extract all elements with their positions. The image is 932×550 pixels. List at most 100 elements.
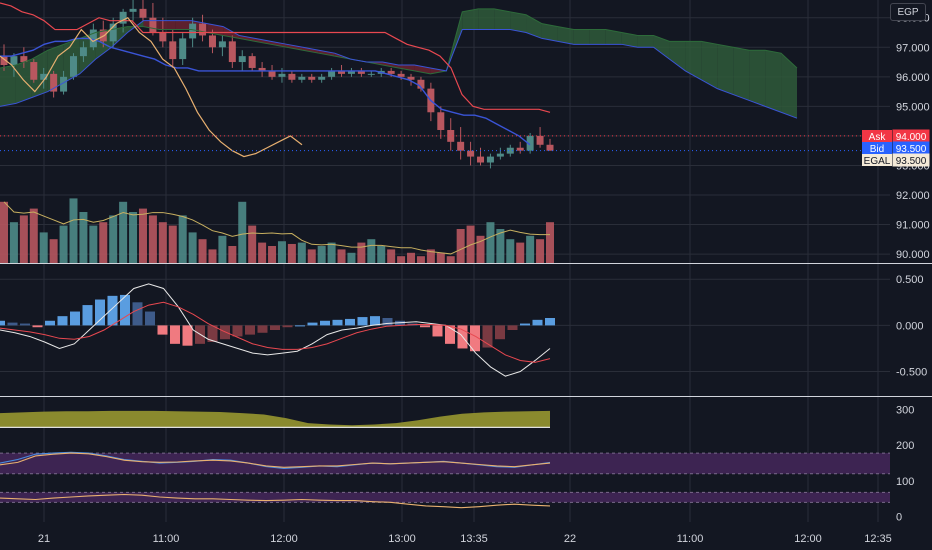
volume-bar-44: [436, 252, 445, 263]
volume-bar-18: [178, 215, 187, 263]
candle-body-4: [40, 73, 48, 80]
candle-body-1: [10, 56, 18, 65]
oscillator-tick-label-3: 0: [896, 512, 902, 524]
candle-20: [199, 14, 207, 42]
macd-histogram-bar-36: [445, 325, 455, 344]
volume-bar-52: [516, 242, 525, 263]
macd-histogram-bar-19: [232, 325, 243, 337]
macd-histogram-bar-10: [120, 294, 130, 326]
macd-histogram-bar-0: [0, 320, 5, 326]
macd-histogram-bar-3: [32, 325, 43, 328]
candle-body-0: [0, 56, 8, 65]
volume-bar-10: [99, 222, 108, 263]
cloud-segment-44: [701, 41, 718, 89]
candle-body-5: [50, 73, 58, 92]
volume-bar-23: [228, 246, 237, 263]
cloud-segment-27: [430, 67, 447, 74]
macd-signal-line: [0, 301, 551, 363]
cloud-segment-45: [717, 44, 734, 95]
candle-14: [139, 0, 147, 21]
macd-histogram-bar-22: [270, 325, 280, 330]
candle-body-34: [338, 70, 346, 74]
macd-histogram-bar-25: [307, 322, 318, 326]
macd-histogram-bar-23: [282, 325, 293, 328]
macd-histogram-bar-44: [545, 318, 555, 326]
candle-body-9: [89, 29, 97, 48]
volume-bar-51: [506, 239, 515, 263]
candle-body-24: [238, 56, 246, 63]
time-axis[interactable]: 21 11:00 12:00 13:00 13:35 22 11:00 12:00 12:35: [38, 533, 892, 545]
volume-bar-49: [486, 222, 495, 263]
candle-body-8: [79, 47, 87, 57]
candle-body-3: [30, 62, 38, 80]
volume-bar-43: [426, 249, 435, 263]
candle-52: [516, 141, 524, 154]
candle-body-39: [387, 70, 395, 74]
volume-bar-1: [9, 222, 18, 263]
macd-histogram-bar-30: [370, 316, 380, 326]
candle-23: [228, 35, 236, 68]
price-tag-label-bg-1: [862, 142, 892, 154]
cloud-segment-49: [781, 53, 797, 119]
candle-body-33: [328, 70, 336, 77]
macd-histogram-bar-41: [507, 325, 518, 330]
candle-13: [129, 0, 137, 21]
macd-tick-label-0: 0.500: [896, 274, 924, 286]
candle-3: [30, 59, 38, 83]
oscillator-line-b: [0, 452, 551, 468]
volume-bar-42: [416, 256, 425, 263]
candle-body-2: [20, 56, 28, 63]
volume-bar-22: [218, 235, 227, 263]
currency-button[interactable]: EGP: [890, 3, 926, 21]
cloud-segment-11: [175, 20, 192, 30]
cloud-segment-30: [478, 8, 495, 30]
candle-body-16: [159, 32, 167, 42]
volume-bar-2: [19, 215, 28, 263]
volume-bar-14: [138, 208, 147, 263]
candle-body-46: [457, 141, 465, 151]
volume-bar-37: [367, 239, 376, 263]
price-tag-label-2: EGAL: [864, 156, 891, 167]
oscillator-tick-label-2: 100: [896, 476, 914, 488]
volume-bars: [0, 198, 554, 263]
candle-body-12: [119, 11, 127, 24]
candle-body-36: [357, 70, 365, 74]
macd-histogram-bar-5: [57, 316, 68, 326]
volume-bar-15: [148, 215, 157, 263]
candle-46: [457, 127, 465, 160]
volume-bar-28: [277, 241, 286, 263]
cloud-segment-32: [510, 11, 527, 33]
volume-bar-9: [89, 225, 98, 263]
cloud-segment-17: [270, 41, 287, 48]
candle-36: [357, 67, 365, 77]
macd-histogram-bar-31: [382, 318, 393, 326]
price-tick-label-2: 96.000: [896, 72, 930, 84]
price-tick-label-7: 91.000: [896, 220, 930, 232]
candle-body-21: [208, 35, 216, 48]
macd-histogram-bar-13: [157, 325, 168, 335]
macd-histogram-bar-6: [70, 311, 80, 326]
senkou-span-b-line: [0, 20, 798, 119]
candle-31: [308, 73, 316, 83]
candle-47: [467, 141, 475, 166]
band-upper-fill: [0, 453, 890, 474]
volume-bar-50: [496, 229, 505, 263]
cloud-segment-35: [557, 26, 574, 45]
volume-bar-24: [238, 201, 247, 263]
price-tag-value-0: 94.000: [896, 132, 927, 143]
volume-bar-21: [208, 249, 217, 263]
cloud-segment-47: [749, 50, 766, 107]
macd-histogram-bar-28: [345, 318, 355, 326]
candle-54: [536, 127, 544, 148]
volume-bar-16: [158, 222, 167, 263]
candle-body-7: [69, 56, 77, 77]
volume-bar-33: [327, 242, 336, 263]
cloud-segment-29: [462, 8, 479, 30]
macd-histogram-bar-29: [357, 317, 368, 326]
time-tick-label-8: 12:35: [864, 533, 892, 545]
macd-pane: [0, 283, 555, 377]
volume-bar-46: [456, 229, 465, 263]
candle-body-26: [258, 67, 266, 71]
volume-bar-41: [407, 252, 416, 263]
